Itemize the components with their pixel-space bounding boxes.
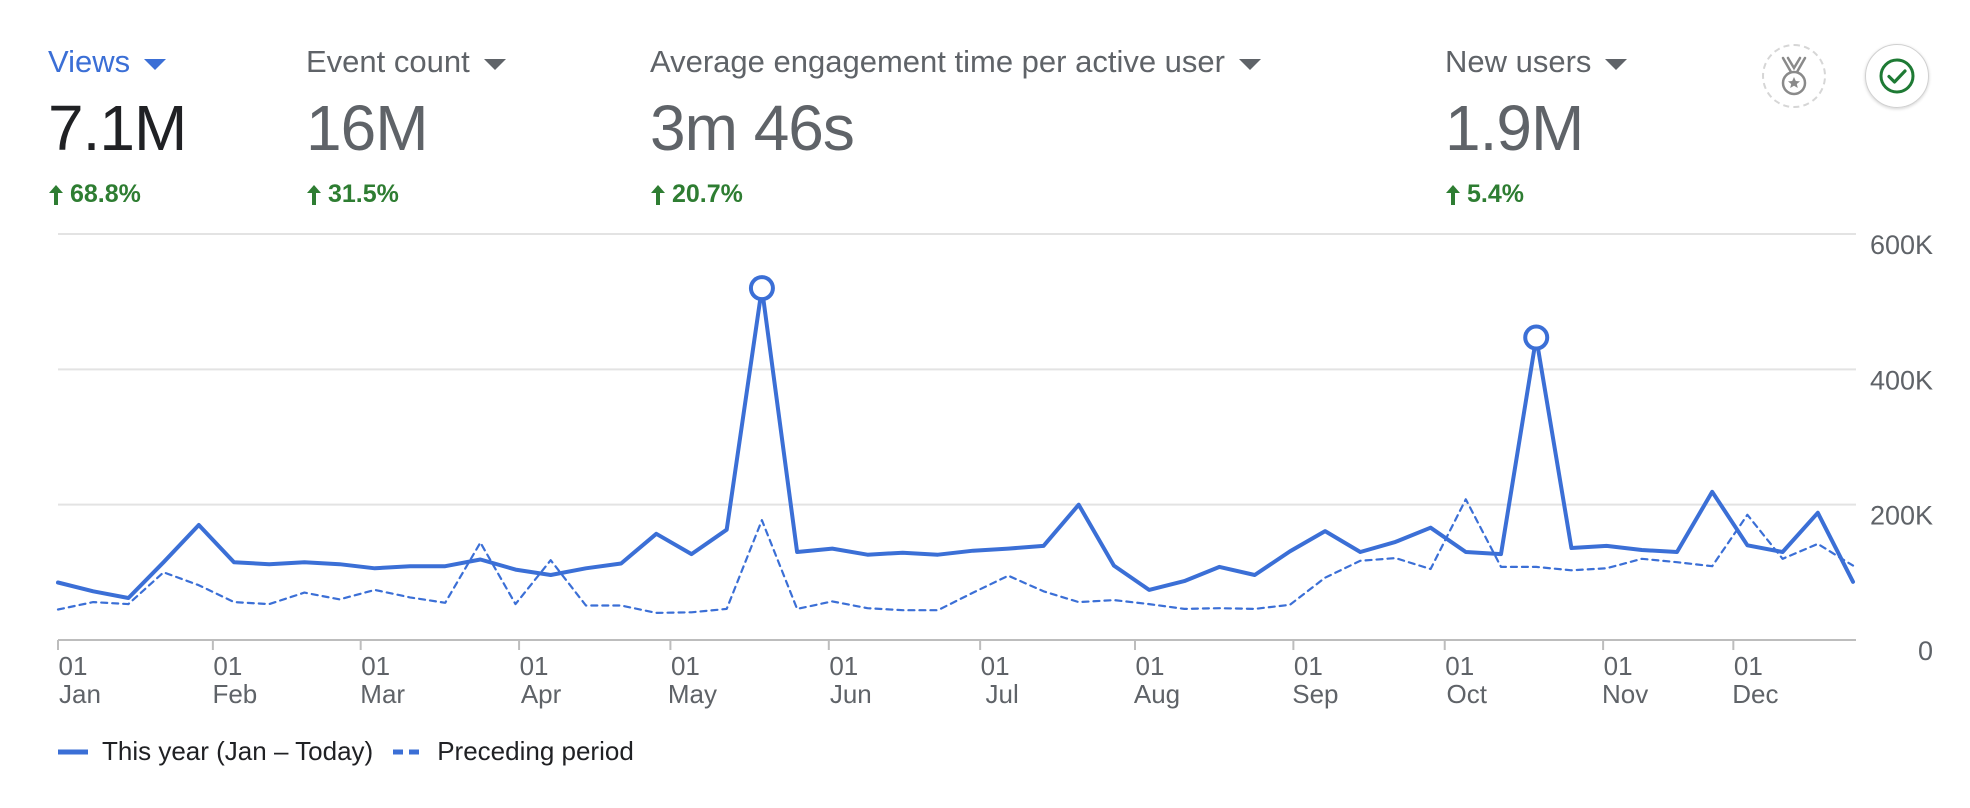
metric-label: Average engagement time per active user bbox=[650, 44, 1225, 79]
x-tick-day-label: 01 bbox=[1294, 651, 1323, 681]
metric-header: Views bbox=[48, 40, 186, 84]
metric-change-value: 68.8% bbox=[70, 180, 141, 208]
metric-change: 68.8% bbox=[48, 180, 186, 209]
legend-item-this-year[interactable]: This year (Jan – Today) bbox=[58, 736, 373, 767]
metric-change: 20.7% bbox=[650, 180, 1261, 209]
metric-value: 1.9M bbox=[1445, 92, 1584, 164]
metric-value: 16M bbox=[306, 92, 428, 164]
x-tick-day-label: 01 bbox=[59, 651, 88, 681]
dashed-line-swatch-icon bbox=[393, 749, 424, 754]
metric-change-value: 5.4% bbox=[1467, 180, 1524, 208]
tab-average-engagement-time[interactable]: Average engagement time per active user … bbox=[650, 40, 1261, 209]
tab-event-count[interactable]: Event count 16M 31.5% bbox=[306, 40, 506, 209]
dropdown-caret-icon[interactable] bbox=[1605, 58, 1628, 70]
x-tick-month-label: Jan bbox=[59, 679, 101, 709]
metric-header: Average engagement time per active user bbox=[650, 40, 1261, 84]
peak-marker bbox=[1523, 324, 1550, 351]
dropdown-caret-icon[interactable] bbox=[144, 58, 167, 70]
gridlines bbox=[58, 233, 1856, 641]
peak-markers bbox=[748, 275, 1550, 351]
metric-header: Event count bbox=[306, 40, 506, 84]
x-tick-month-label: Oct bbox=[1446, 679, 1487, 709]
medal-button[interactable] bbox=[1762, 44, 1826, 108]
metric-label: Views bbox=[48, 44, 131, 79]
legend-label: This year (Jan – Today) bbox=[102, 736, 374, 766]
arrow-up-icon bbox=[307, 184, 321, 205]
y-axis-labels: 600K 400K 200K 0 bbox=[1870, 230, 1933, 666]
x-tick-month-label: May bbox=[668, 679, 717, 709]
x-tick-day-label: 01 bbox=[1734, 651, 1763, 681]
x-tick-month-label: Jun bbox=[830, 679, 872, 709]
arrow-up-icon bbox=[1446, 184, 1460, 205]
check-circle-icon bbox=[1879, 58, 1915, 94]
metric-change-value: 31.5% bbox=[328, 180, 399, 208]
x-tick-month-label: Aug bbox=[1134, 679, 1180, 709]
metric-change: 5.4% bbox=[1445, 180, 1627, 209]
y-tick-label: 200K bbox=[1870, 501, 1933, 531]
x-tick-day-label: 01 bbox=[981, 651, 1010, 681]
tab-views[interactable]: Views 7.1M 68.8% bbox=[48, 40, 187, 209]
series-line-preceding-period bbox=[56, 498, 1855, 615]
x-tick-day-label: 01 bbox=[213, 651, 242, 681]
solid-line-swatch-icon bbox=[58, 749, 88, 754]
legend-item-preceding-period[interactable]: Preceding period bbox=[393, 736, 634, 767]
series-line-this-year bbox=[56, 286, 1855, 600]
check-status-button[interactable] bbox=[1865, 44, 1929, 108]
x-tick-month-label: Dec bbox=[1732, 679, 1778, 709]
arrow-up-icon bbox=[651, 184, 665, 205]
arrow-up-icon bbox=[49, 184, 63, 205]
dropdown-caret-icon[interactable] bbox=[483, 58, 506, 70]
x-tick-day-label: 01 bbox=[829, 651, 858, 681]
y-tick-label: 600K bbox=[1870, 230, 1933, 260]
metric-label: Event count bbox=[306, 44, 470, 79]
x-tick-day-label: 01 bbox=[1136, 651, 1165, 681]
metric-value: 3m 46s bbox=[650, 92, 855, 164]
x-tick-day-label: 01 bbox=[361, 651, 390, 681]
chart-legend: This year (Jan – Today) Preceding period bbox=[58, 736, 654, 767]
x-tick-day-label: 01 bbox=[671, 651, 700, 681]
x-tick-day-label: 01 bbox=[520, 651, 549, 681]
x-tick-day-label: 01 bbox=[1604, 651, 1633, 681]
x-tick-day-label: 01 bbox=[1445, 651, 1474, 681]
metric-value: 7.1M bbox=[48, 92, 187, 164]
x-axis: 01Jan01Feb01Mar01Apr01May01Jun01Jul01Aug… bbox=[57, 640, 1778, 709]
medal-icon bbox=[1781, 56, 1807, 96]
metric-change-value: 20.7% bbox=[672, 180, 743, 208]
x-tick-month-label: Mar bbox=[360, 679, 405, 709]
tab-new-users[interactable]: New users 1.9M 5.4% bbox=[1445, 40, 1628, 209]
x-tick-month-label: Nov bbox=[1602, 679, 1648, 709]
metric-change: 31.5% bbox=[306, 180, 506, 209]
y-tick-label: 0 bbox=[1918, 636, 1933, 666]
y-tick-label: 400K bbox=[1870, 365, 1933, 395]
metric-header: New users bbox=[1445, 40, 1628, 84]
legend-label: Preceding period bbox=[437, 736, 634, 766]
peak-marker bbox=[748, 275, 775, 302]
x-tick-month-label: Sep bbox=[1292, 679, 1338, 709]
metric-label: New users bbox=[1445, 44, 1592, 79]
x-tick-month-label: Jul bbox=[986, 679, 1019, 709]
dropdown-caret-icon[interactable] bbox=[1238, 58, 1261, 70]
series bbox=[56, 286, 1855, 615]
x-tick-month-label: Apr bbox=[521, 679, 562, 709]
x-tick-month-label: Feb bbox=[212, 679, 257, 709]
